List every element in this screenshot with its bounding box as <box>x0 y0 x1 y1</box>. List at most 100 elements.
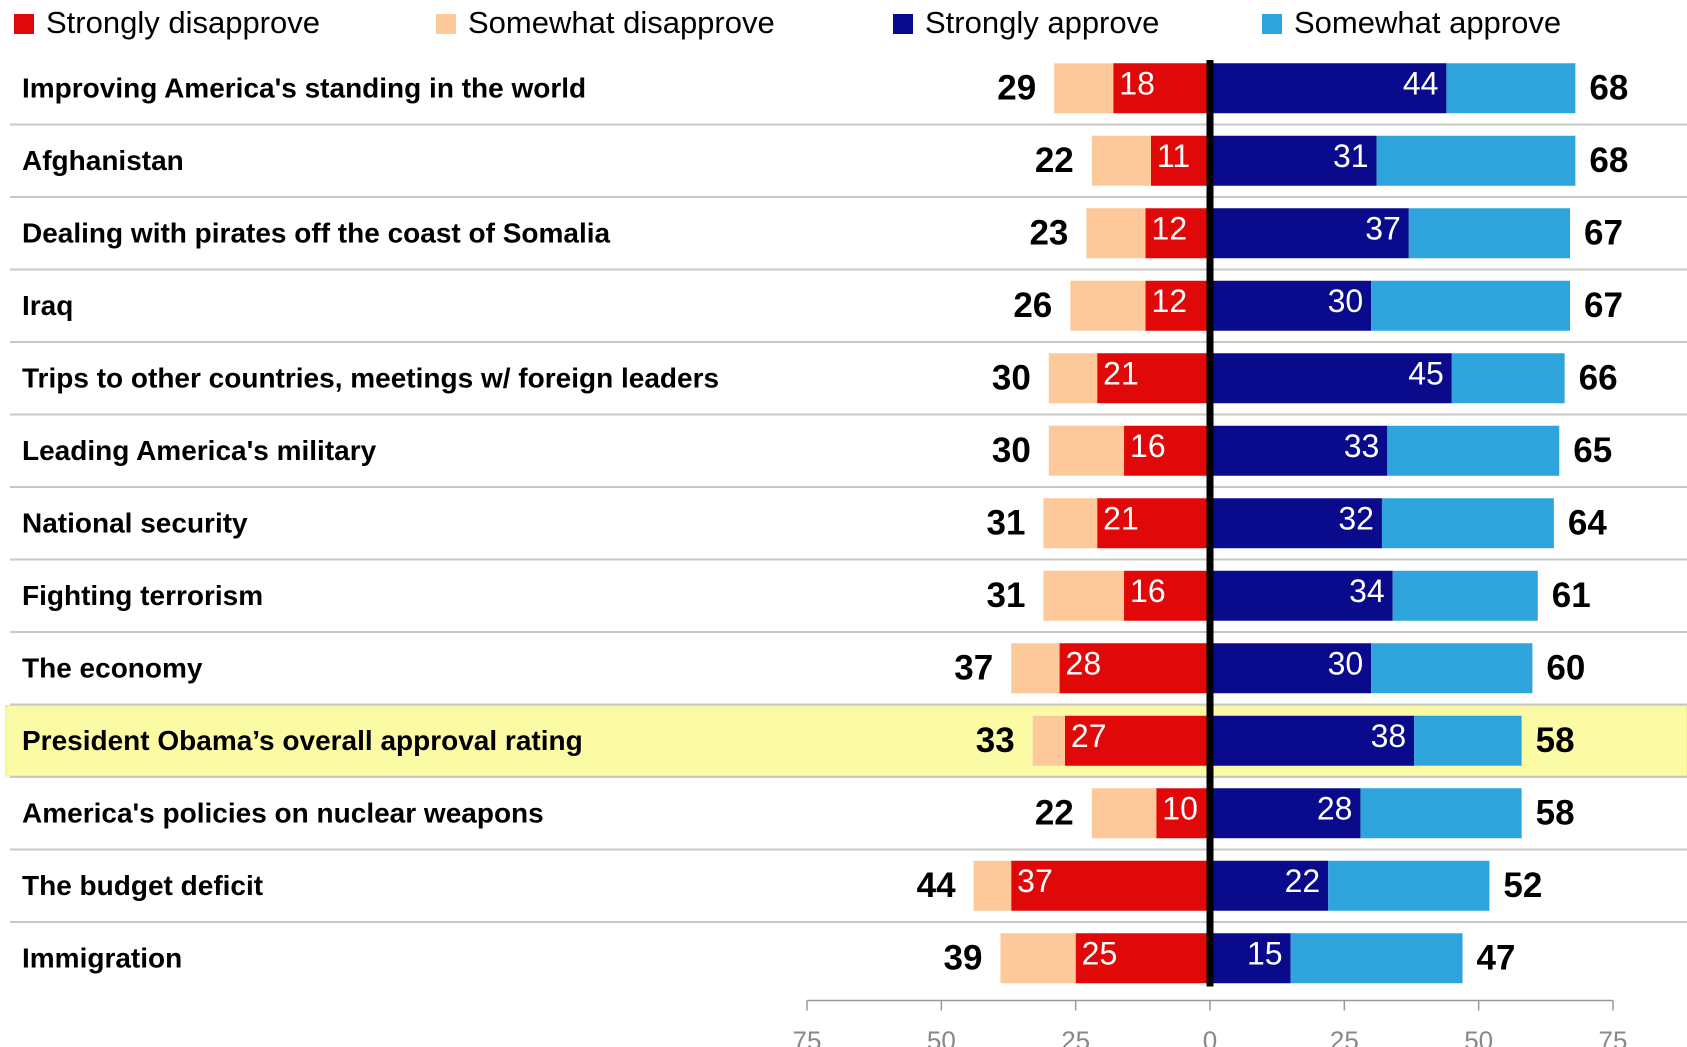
data-label: 30 <box>1328 646 1364 682</box>
data-label: 34 <box>1349 573 1385 609</box>
category-label: Dealing with pirates off the coast of So… <box>22 218 611 249</box>
category-label: National security <box>22 508 248 539</box>
total-label: 65 <box>1573 431 1612 470</box>
bar-segment <box>1210 860 1329 911</box>
total-label: 58 <box>1536 794 1575 833</box>
bar-segment <box>1000 933 1076 984</box>
total-label: 30 <box>992 359 1031 398</box>
total-label: 44 <box>917 866 956 905</box>
total-label: 29 <box>997 69 1036 108</box>
data-label: 32 <box>1338 501 1374 537</box>
bar-segment <box>1070 280 1146 331</box>
bar-segment <box>1381 498 1554 549</box>
data-label: 10 <box>1162 791 1198 827</box>
data-label: 12 <box>1152 283 1188 319</box>
bar-segment <box>1210 63 1447 114</box>
data-label: 21 <box>1103 356 1139 392</box>
category-label: President Obama’s overall approval ratin… <box>22 725 583 756</box>
category-label: Trips to other countries, meetings w/ fo… <box>22 363 719 394</box>
bar-segment <box>1210 135 1377 186</box>
category-label: America's policies on nuclear weapons <box>22 798 544 829</box>
data-label: 45 <box>1408 356 1444 392</box>
bar-segment <box>1210 570 1393 621</box>
bar-segment <box>1210 643 1372 694</box>
bar-segment <box>1210 353 1452 404</box>
legend-label: Strongly approve <box>925 5 1159 40</box>
bar-segment <box>1371 643 1533 694</box>
total-label: 39 <box>944 939 983 978</box>
bar-segment <box>1210 715 1415 766</box>
legend-label: Somewhat approve <box>1294 5 1561 40</box>
bar-segment <box>1210 208 1409 259</box>
bar-segment <box>1091 788 1157 839</box>
data-label: 11 <box>1157 138 1190 174</box>
total-label: 33 <box>976 721 1015 760</box>
bar-segment <box>1290 933 1463 984</box>
bar-segment <box>1032 715 1065 766</box>
category-label: Leading America's military <box>22 435 377 466</box>
bar-segment <box>1097 498 1210 549</box>
legend-label: Somewhat disapprove <box>468 5 775 40</box>
total-label: 61 <box>1552 576 1591 615</box>
bar-segment <box>1387 425 1560 476</box>
legend-label: Strongly disapprove <box>46 5 320 40</box>
total-label: 31 <box>986 576 1025 615</box>
bar-segment <box>1086 208 1146 259</box>
bar-segment <box>1210 425 1388 476</box>
total-label: 30 <box>992 431 1031 470</box>
bar-segment <box>1150 135 1210 186</box>
bar-segment <box>1124 425 1210 476</box>
category-label: Fighting terrorism <box>22 580 263 611</box>
data-label: 25 <box>1082 936 1118 972</box>
data-label: 38 <box>1371 718 1407 754</box>
bar-segment <box>1371 280 1571 331</box>
bar-segment <box>1091 135 1151 186</box>
total-label: 22 <box>1035 794 1074 833</box>
bar-segment <box>1145 208 1210 259</box>
bar-segment <box>1011 643 1060 694</box>
total-label: 60 <box>1546 649 1585 688</box>
data-label: 31 <box>1333 138 1369 174</box>
data-label: 37 <box>1365 211 1401 247</box>
total-label: 67 <box>1584 286 1623 325</box>
bar-segment <box>1048 353 1098 404</box>
legend-swatch <box>14 14 34 34</box>
category-label: The budget deficit <box>22 870 263 901</box>
total-label: 68 <box>1589 141 1628 180</box>
total-label: 64 <box>1568 504 1607 543</box>
data-label: 27 <box>1071 718 1107 754</box>
data-label: 37 <box>1017 863 1053 899</box>
data-label: 16 <box>1130 428 1166 464</box>
data-label: 44 <box>1403 66 1439 102</box>
x-tick-label: 75 <box>793 1025 822 1047</box>
data-label: 28 <box>1066 646 1102 682</box>
bar-segment <box>1054 63 1114 114</box>
bar-segment <box>1210 788 1361 839</box>
bar-segment <box>1043 570 1125 621</box>
bar-segment <box>1414 715 1522 766</box>
total-label: 67 <box>1584 214 1623 253</box>
bar-segment <box>1451 353 1565 404</box>
bar-segment <box>1064 715 1210 766</box>
category-label: Iraq <box>22 290 73 321</box>
data-label: 18 <box>1119 66 1155 102</box>
data-label: 22 <box>1285 863 1321 899</box>
bar-segment <box>1124 570 1210 621</box>
total-label: 66 <box>1579 359 1618 398</box>
bar-segment <box>1156 788 1210 839</box>
bar-segment <box>1145 280 1210 331</box>
total-label: 22 <box>1035 141 1074 180</box>
total-label: 26 <box>1013 286 1052 325</box>
bar-segment <box>1376 135 1576 186</box>
bar-segment <box>1446 63 1576 114</box>
bar-segment <box>1328 860 1490 911</box>
total-label: 31 <box>986 504 1025 543</box>
data-label: 12 <box>1152 211 1188 247</box>
total-label: 68 <box>1589 69 1628 108</box>
x-tick-label: 75 <box>1599 1025 1628 1047</box>
total-label: 37 <box>954 649 993 688</box>
total-label: 23 <box>1029 214 1068 253</box>
total-label: 58 <box>1536 721 1575 760</box>
total-label: 52 <box>1503 866 1542 905</box>
